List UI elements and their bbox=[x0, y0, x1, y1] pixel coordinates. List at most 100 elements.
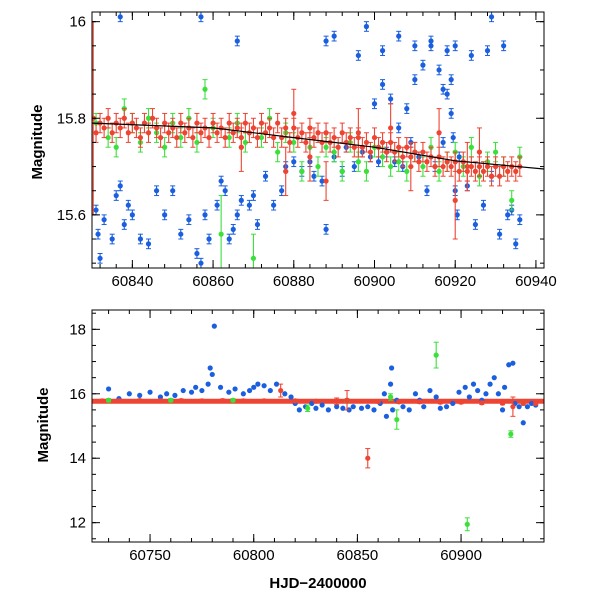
top-data-point bbox=[472, 221, 478, 228]
bottom-data-point bbox=[528, 400, 535, 407]
top-data-point bbox=[149, 115, 156, 121]
bottom-data-point bbox=[516, 404, 522, 410]
top-data-point bbox=[275, 149, 281, 155]
bottom-data-point bbox=[313, 405, 319, 411]
top-data-point bbox=[355, 159, 361, 165]
top-data-point bbox=[331, 149, 337, 155]
top-panel: 60840 60860 60880 60900 60920 60940 15.6 15.8 16… bbox=[29, 11, 557, 290]
bottom-data-point bbox=[240, 391, 246, 397]
top-data-point bbox=[291, 110, 297, 117]
top-data-point bbox=[505, 212, 511, 218]
bottom-data-point bbox=[475, 387, 481, 394]
top-data-point bbox=[242, 120, 248, 126]
top-data-point bbox=[105, 115, 111, 121]
top-data-point bbox=[323, 38, 329, 44]
top-data-point bbox=[404, 106, 410, 112]
top-data-point bbox=[363, 139, 370, 146]
top-data-point bbox=[222, 134, 228, 141]
top-plot-frame bbox=[91, 11, 545, 269]
bottom-x-tick-label: 60750 bbox=[129, 547, 171, 564]
top-data-point bbox=[323, 130, 329, 136]
top-data-point bbox=[101, 125, 107, 131]
bottom-data-point bbox=[105, 397, 112, 403]
top-data-point bbox=[230, 226, 236, 232]
top-data-point bbox=[137, 236, 144, 242]
bottom-data-point bbox=[207, 365, 213, 371]
bottom-data-point bbox=[533, 400, 539, 407]
top-data-point bbox=[396, 159, 402, 165]
top-data-point bbox=[250, 125, 257, 131]
top-x-tick-label: 60880 bbox=[273, 273, 315, 290]
top-data-point bbox=[170, 188, 176, 194]
bottom-data-point bbox=[508, 431, 514, 437]
top-data-point bbox=[416, 159, 422, 165]
top-data-point bbox=[117, 183, 123, 189]
top-data-point bbox=[323, 226, 329, 232]
top-data-point bbox=[271, 134, 277, 141]
top-data-point bbox=[472, 168, 478, 174]
top-data-point bbox=[162, 212, 168, 218]
top-data-point bbox=[379, 139, 386, 146]
top-data-point bbox=[218, 178, 224, 184]
top-data-point bbox=[440, 163, 446, 170]
bottom-data-point bbox=[520, 400, 526, 407]
bottom-data-point bbox=[483, 391, 489, 397]
top-data-point bbox=[93, 130, 99, 136]
bottom-data-point bbox=[381, 391, 387, 397]
bottom-data-point bbox=[396, 399, 402, 405]
bottom-x-axis-label: HJD−2400000 bbox=[269, 575, 366, 592]
bottom-data-point bbox=[466, 394, 472, 400]
bottom-data-point bbox=[502, 384, 508, 390]
top-data-point bbox=[428, 38, 434, 44]
top-data-point bbox=[311, 173, 317, 179]
bottom-data-point bbox=[334, 398, 340, 404]
top-data-point bbox=[371, 101, 378, 107]
top-data-point bbox=[162, 144, 168, 150]
top-data-point bbox=[283, 125, 289, 131]
top-data-point bbox=[93, 207, 99, 213]
bottom-data-point bbox=[464, 521, 470, 527]
bottom-panel: 60750 60800 60850 60900 12 14 16 18 Magnitude H… bbox=[35, 309, 545, 592]
top-data-point bbox=[234, 125, 240, 131]
top-data-point bbox=[355, 52, 361, 59]
top-data-point bbox=[436, 67, 442, 73]
top-data-point bbox=[319, 178, 325, 184]
top-data-point bbox=[367, 149, 374, 155]
bottom-x-tick-label: 60800 bbox=[233, 547, 275, 564]
bottom-data-point bbox=[178, 397, 184, 404]
top-data-point bbox=[101, 217, 107, 223]
top-y-tick-label: 15.8 bbox=[57, 110, 86, 127]
top-data-point bbox=[420, 62, 426, 68]
bottom-y-tick-label: 14 bbox=[69, 450, 86, 467]
top-data-point bbox=[404, 168, 410, 174]
bottom-data-point bbox=[137, 392, 143, 398]
bottom-data-point bbox=[296, 407, 302, 413]
top-data-point bbox=[436, 168, 442, 174]
top-data-point bbox=[513, 241, 519, 247]
bottom-data-point bbox=[390, 407, 396, 413]
bottom-data-point bbox=[288, 394, 294, 400]
bottom-data-point bbox=[313, 398, 319, 404]
top-data-point bbox=[454, 212, 460, 218]
bottom-data-point bbox=[282, 391, 288, 397]
top-data-point bbox=[424, 188, 430, 194]
top-x-tick-label: 60920 bbox=[434, 273, 476, 290]
top-data-point bbox=[95, 231, 101, 237]
top-data-point bbox=[388, 163, 394, 170]
top-data-point bbox=[198, 14, 204, 20]
bottom-data-point bbox=[421, 404, 427, 410]
bottom-data-point bbox=[137, 397, 143, 404]
bottom-data-point bbox=[226, 389, 232, 395]
top-data-point bbox=[141, 120, 148, 126]
top-data-point bbox=[331, 134, 337, 141]
bottom-data-point bbox=[211, 323, 217, 329]
top-data-point bbox=[283, 168, 289, 174]
top-data-point bbox=[404, 144, 410, 150]
top-data-point bbox=[234, 38, 240, 44]
top-data-point bbox=[379, 48, 386, 54]
top-data-point bbox=[388, 125, 394, 131]
top-data-point bbox=[214, 202, 220, 208]
top-data-point bbox=[379, 81, 386, 88]
top-data-point bbox=[194, 139, 200, 146]
bottom-data-point bbox=[305, 405, 311, 411]
